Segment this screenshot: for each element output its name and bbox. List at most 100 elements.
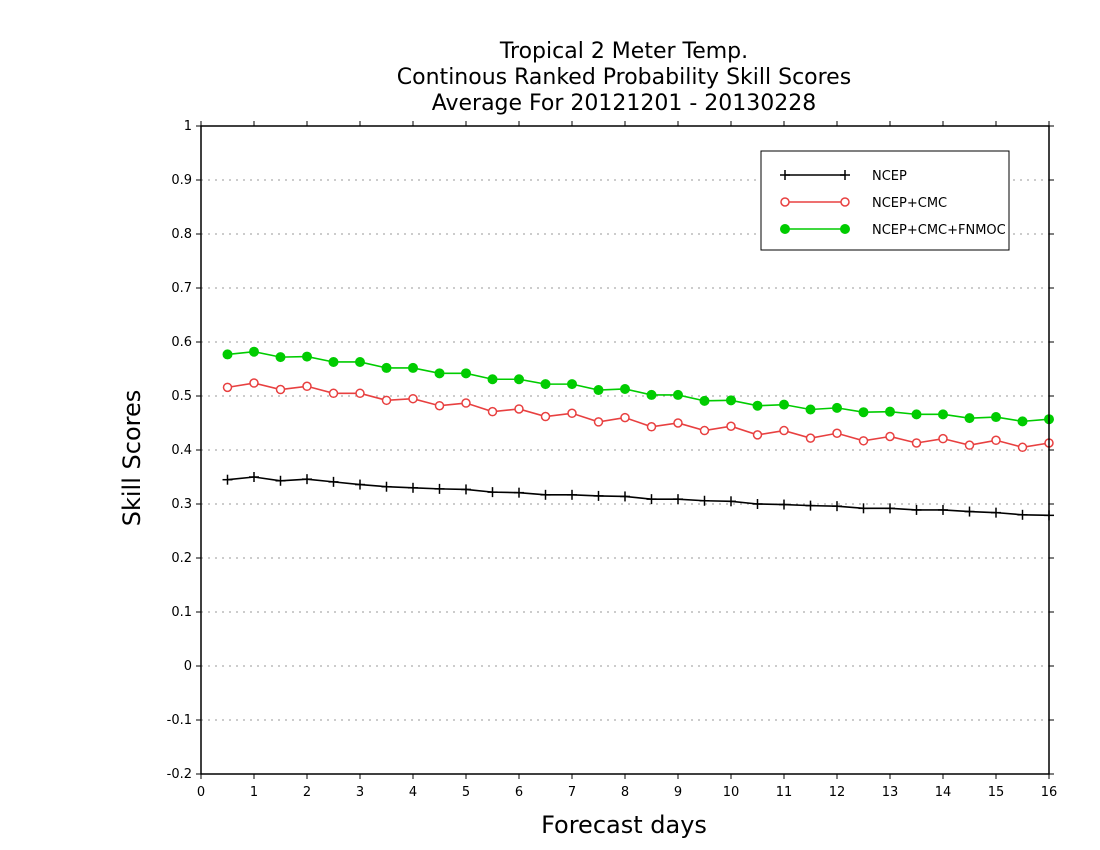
y-tick-label: 0.2 bbox=[171, 551, 192, 566]
data-point bbox=[938, 409, 948, 420]
chart-title: Tropical 2 Meter Temp. Continous Ranked … bbox=[397, 39, 851, 116]
x-tick-label: 5 bbox=[462, 785, 470, 800]
data-point bbox=[752, 499, 763, 509]
series bbox=[222, 346, 1054, 521]
y-tick-label: 0.3 bbox=[171, 497, 192, 512]
series-ncep-cmc bbox=[222, 378, 1054, 453]
x-tick-label: 16 bbox=[1041, 785, 1058, 800]
data-point bbox=[964, 440, 975, 450]
data-point bbox=[487, 487, 498, 498]
data-point bbox=[911, 504, 922, 515]
data-point bbox=[964, 506, 975, 517]
y-tick-label: 0 bbox=[184, 659, 192, 674]
data-point bbox=[699, 425, 710, 436]
x-tick-label: 12 bbox=[829, 785, 846, 800]
data-point bbox=[567, 408, 577, 419]
data-point bbox=[726, 395, 736, 406]
data-point bbox=[328, 356, 339, 367]
data-point bbox=[328, 388, 339, 399]
data-point bbox=[938, 504, 948, 515]
series-ncep-cmc-fnmoc bbox=[222, 346, 1054, 427]
data-point bbox=[673, 418, 683, 428]
data-point bbox=[646, 389, 657, 400]
data-point bbox=[328, 476, 339, 487]
legend-marker bbox=[780, 224, 790, 234]
data-point bbox=[408, 393, 418, 404]
data-point bbox=[885, 431, 895, 442]
data-point bbox=[726, 421, 736, 431]
data-point bbox=[408, 362, 418, 373]
data-point bbox=[275, 475, 286, 486]
data-point bbox=[673, 494, 683, 505]
legend-label: NCEP bbox=[872, 169, 907, 184]
data-point bbox=[302, 381, 312, 392]
data-point bbox=[381, 362, 392, 373]
y-tick-label: 0.8 bbox=[171, 227, 192, 242]
data-point bbox=[1017, 442, 1028, 453]
data-point bbox=[567, 379, 577, 390]
data-point bbox=[752, 430, 763, 440]
legend-item: NCEP+CMC bbox=[780, 196, 947, 211]
legend-marker bbox=[840, 224, 850, 234]
data-point bbox=[222, 349, 233, 360]
data-point bbox=[620, 383, 630, 394]
data-point bbox=[779, 425, 789, 436]
x-tick-label: 13 bbox=[882, 785, 899, 800]
data-point bbox=[1017, 509, 1028, 520]
data-point bbox=[514, 487, 524, 498]
data-point bbox=[408, 482, 418, 493]
data-point bbox=[911, 409, 922, 420]
data-point bbox=[302, 351, 312, 362]
data-point bbox=[222, 382, 233, 393]
data-point bbox=[434, 483, 445, 494]
data-point bbox=[487, 406, 498, 417]
x-tick-label: 10 bbox=[723, 785, 740, 800]
data-point bbox=[249, 472, 259, 482]
legend-marker bbox=[840, 170, 850, 180]
data-point bbox=[593, 385, 604, 396]
data-point bbox=[991, 507, 1001, 518]
data-point bbox=[461, 484, 471, 495]
series-ncep bbox=[222, 472, 1054, 521]
x-tick-label: 2 bbox=[303, 785, 311, 800]
data-point bbox=[752, 400, 763, 411]
data-point bbox=[779, 499, 789, 510]
data-point bbox=[991, 412, 1001, 423]
data-point bbox=[567, 489, 577, 500]
data-point bbox=[673, 389, 683, 400]
data-point bbox=[302, 474, 312, 485]
x-tick-label: 4 bbox=[409, 785, 417, 800]
x-tick-label: 0 bbox=[197, 785, 205, 800]
x-tick-label: 7 bbox=[568, 785, 576, 800]
y-tick-label: 0.5 bbox=[171, 389, 192, 404]
data-point bbox=[646, 422, 657, 432]
data-point bbox=[620, 412, 630, 423]
data-point bbox=[540, 489, 551, 500]
legend-box bbox=[760, 150, 1010, 251]
data-point bbox=[858, 503, 869, 514]
data-point bbox=[964, 413, 975, 424]
data-point bbox=[487, 374, 498, 385]
data-point bbox=[222, 474, 233, 485]
data-point bbox=[699, 395, 710, 406]
legend-item: NCEP+CMC+FNMOC bbox=[780, 223, 1006, 238]
data-point bbox=[699, 495, 710, 506]
data-point bbox=[249, 346, 259, 357]
y-tick-label: 0.1 bbox=[171, 605, 192, 620]
title-line-2: Continous Ranked Probability Skill Score… bbox=[397, 65, 851, 90]
data-point bbox=[938, 433, 948, 444]
y-tick-label: 0.9 bbox=[171, 173, 192, 188]
x-tick-label: 11 bbox=[776, 785, 793, 800]
data-point bbox=[593, 417, 604, 427]
data-point bbox=[1017, 416, 1028, 427]
data-point bbox=[726, 496, 736, 507]
y-tick-label: 0.6 bbox=[171, 335, 192, 350]
x-axis-label: Forecast days bbox=[541, 811, 707, 839]
data-point bbox=[381, 395, 392, 406]
data-point bbox=[620, 491, 630, 502]
legend: NCEP NCEP+CMC NCEP+CMC+FNMOC bbox=[760, 150, 1010, 251]
data-point bbox=[249, 378, 259, 388]
y-tick-label: 1 bbox=[184, 119, 192, 134]
data-point bbox=[355, 356, 365, 367]
data-point bbox=[646, 494, 657, 505]
